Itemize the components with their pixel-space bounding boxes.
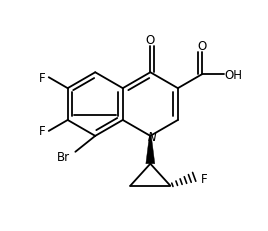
Text: OH: OH — [225, 68, 243, 81]
Text: O: O — [146, 34, 155, 47]
Polygon shape — [146, 136, 155, 164]
Text: Br: Br — [57, 151, 70, 164]
Text: F: F — [201, 172, 208, 185]
Text: N: N — [148, 131, 157, 144]
Text: O: O — [197, 40, 207, 53]
Text: F: F — [39, 125, 45, 138]
Text: F: F — [39, 71, 45, 84]
